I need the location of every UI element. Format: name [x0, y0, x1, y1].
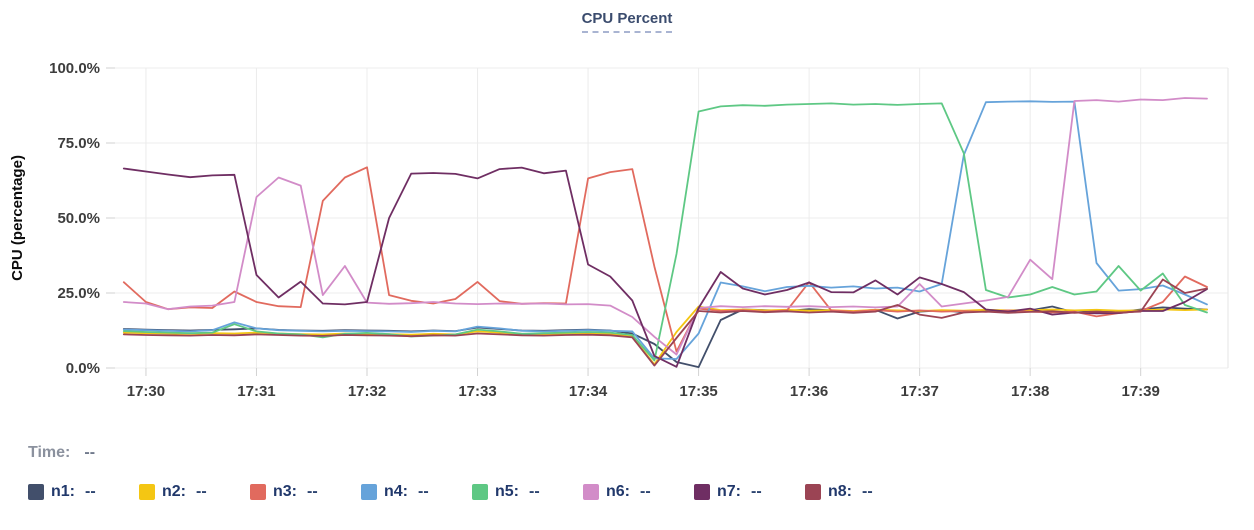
legend-item-n5[interactable]: n5: -- — [472, 483, 583, 501]
x-tick-label: 17:34 — [569, 383, 608, 400]
x-tick-label: 17:32 — [348, 383, 386, 400]
legend-swatch-icon — [694, 484, 710, 500]
cpu-percent-chart[interactable]: 0.0% 25.0% 50.0% 75.0% 100.0% 17:30 17:31 17:32… — [0, 0, 1254, 430]
x-tick-label: 17:37 — [900, 383, 938, 400]
legend-series-value: -- — [85, 483, 96, 500]
legend-swatch-icon — [361, 484, 377, 500]
legend-item-n1[interactable]: n1: -- — [28, 483, 139, 501]
legend-series-label: n5: — [495, 483, 519, 500]
time-value: -- — [84, 444, 96, 461]
legend-series-value: -- — [196, 483, 207, 500]
legend-item-n8[interactable]: n8: -- — [805, 483, 916, 501]
y-tick-label: 50.0% — [57, 210, 100, 227]
x-tick-label: 17:31 — [237, 383, 275, 400]
chart-header: CPU Percent — [0, 10, 1254, 33]
legend-series-label: n8: — [828, 483, 852, 500]
legend: n1: -- n2: -- n3: -- n4: -- n5: -- n6: -… — [28, 483, 916, 501]
y-tick-label: 25.0% — [57, 285, 100, 302]
legend-swatch-icon — [28, 484, 44, 500]
legend-swatch-icon — [472, 484, 488, 500]
legend-series-value: -- — [640, 483, 651, 500]
y-axis-title: CPU (percentage) — [9, 155, 26, 281]
y-tick-label: 100.0% — [49, 60, 100, 77]
legend-series-value: -- — [307, 483, 318, 500]
legend-series-value: -- — [751, 483, 762, 500]
y-tick-label: 0.0% — [66, 360, 100, 377]
legend-swatch-icon — [583, 484, 599, 500]
time-readout: Time: -- — [28, 444, 95, 462]
legend-series-value: -- — [418, 483, 429, 500]
legend-series-label: n2: — [162, 483, 186, 500]
legend-series-label: n3: — [273, 483, 297, 500]
chart-title[interactable]: CPU Percent — [581, 10, 673, 33]
series-line-n5[interactable] — [122, 102, 1208, 362]
legend-series-label: n4: — [384, 483, 408, 500]
legend-series-label: n6: — [606, 483, 630, 500]
x-tick-label: 17:33 — [458, 383, 496, 400]
series-line-n7[interactable] — [122, 166, 1208, 368]
legend-item-n2[interactable]: n2: -- — [139, 483, 250, 501]
legend-swatch-icon — [139, 484, 155, 500]
x-tick-label: 17:36 — [790, 383, 828, 400]
x-tick-label: 17:35 — [679, 383, 717, 400]
legend-series-label: n7: — [717, 483, 741, 500]
x-tick-label: 17:38 — [1011, 383, 1049, 400]
legend-series-value: -- — [529, 483, 540, 500]
y-tick-label: 75.0% — [57, 135, 100, 152]
legend-swatch-icon — [250, 484, 266, 500]
series-line-n4[interactable] — [122, 100, 1208, 360]
legend-series-label: n1: — [51, 483, 75, 500]
series-line-n8[interactable] — [122, 278, 1208, 367]
series-line-n6[interactable] — [122, 97, 1208, 356]
legend-item-n6[interactable]: n6: -- — [583, 483, 694, 501]
legend-item-n3[interactable]: n3: -- — [250, 483, 361, 501]
time-label: Time: — [28, 444, 71, 461]
legend-swatch-icon — [805, 484, 821, 500]
x-tick-label: 17:39 — [1121, 383, 1159, 400]
x-tick-label: 17:30 — [127, 383, 165, 400]
legend-series-value: -- — [862, 483, 873, 500]
legend-item-n7[interactable]: n7: -- — [694, 483, 805, 501]
series-line-n3[interactable] — [122, 166, 1208, 353]
legend-item-n4[interactable]: n4: -- — [361, 483, 472, 501]
